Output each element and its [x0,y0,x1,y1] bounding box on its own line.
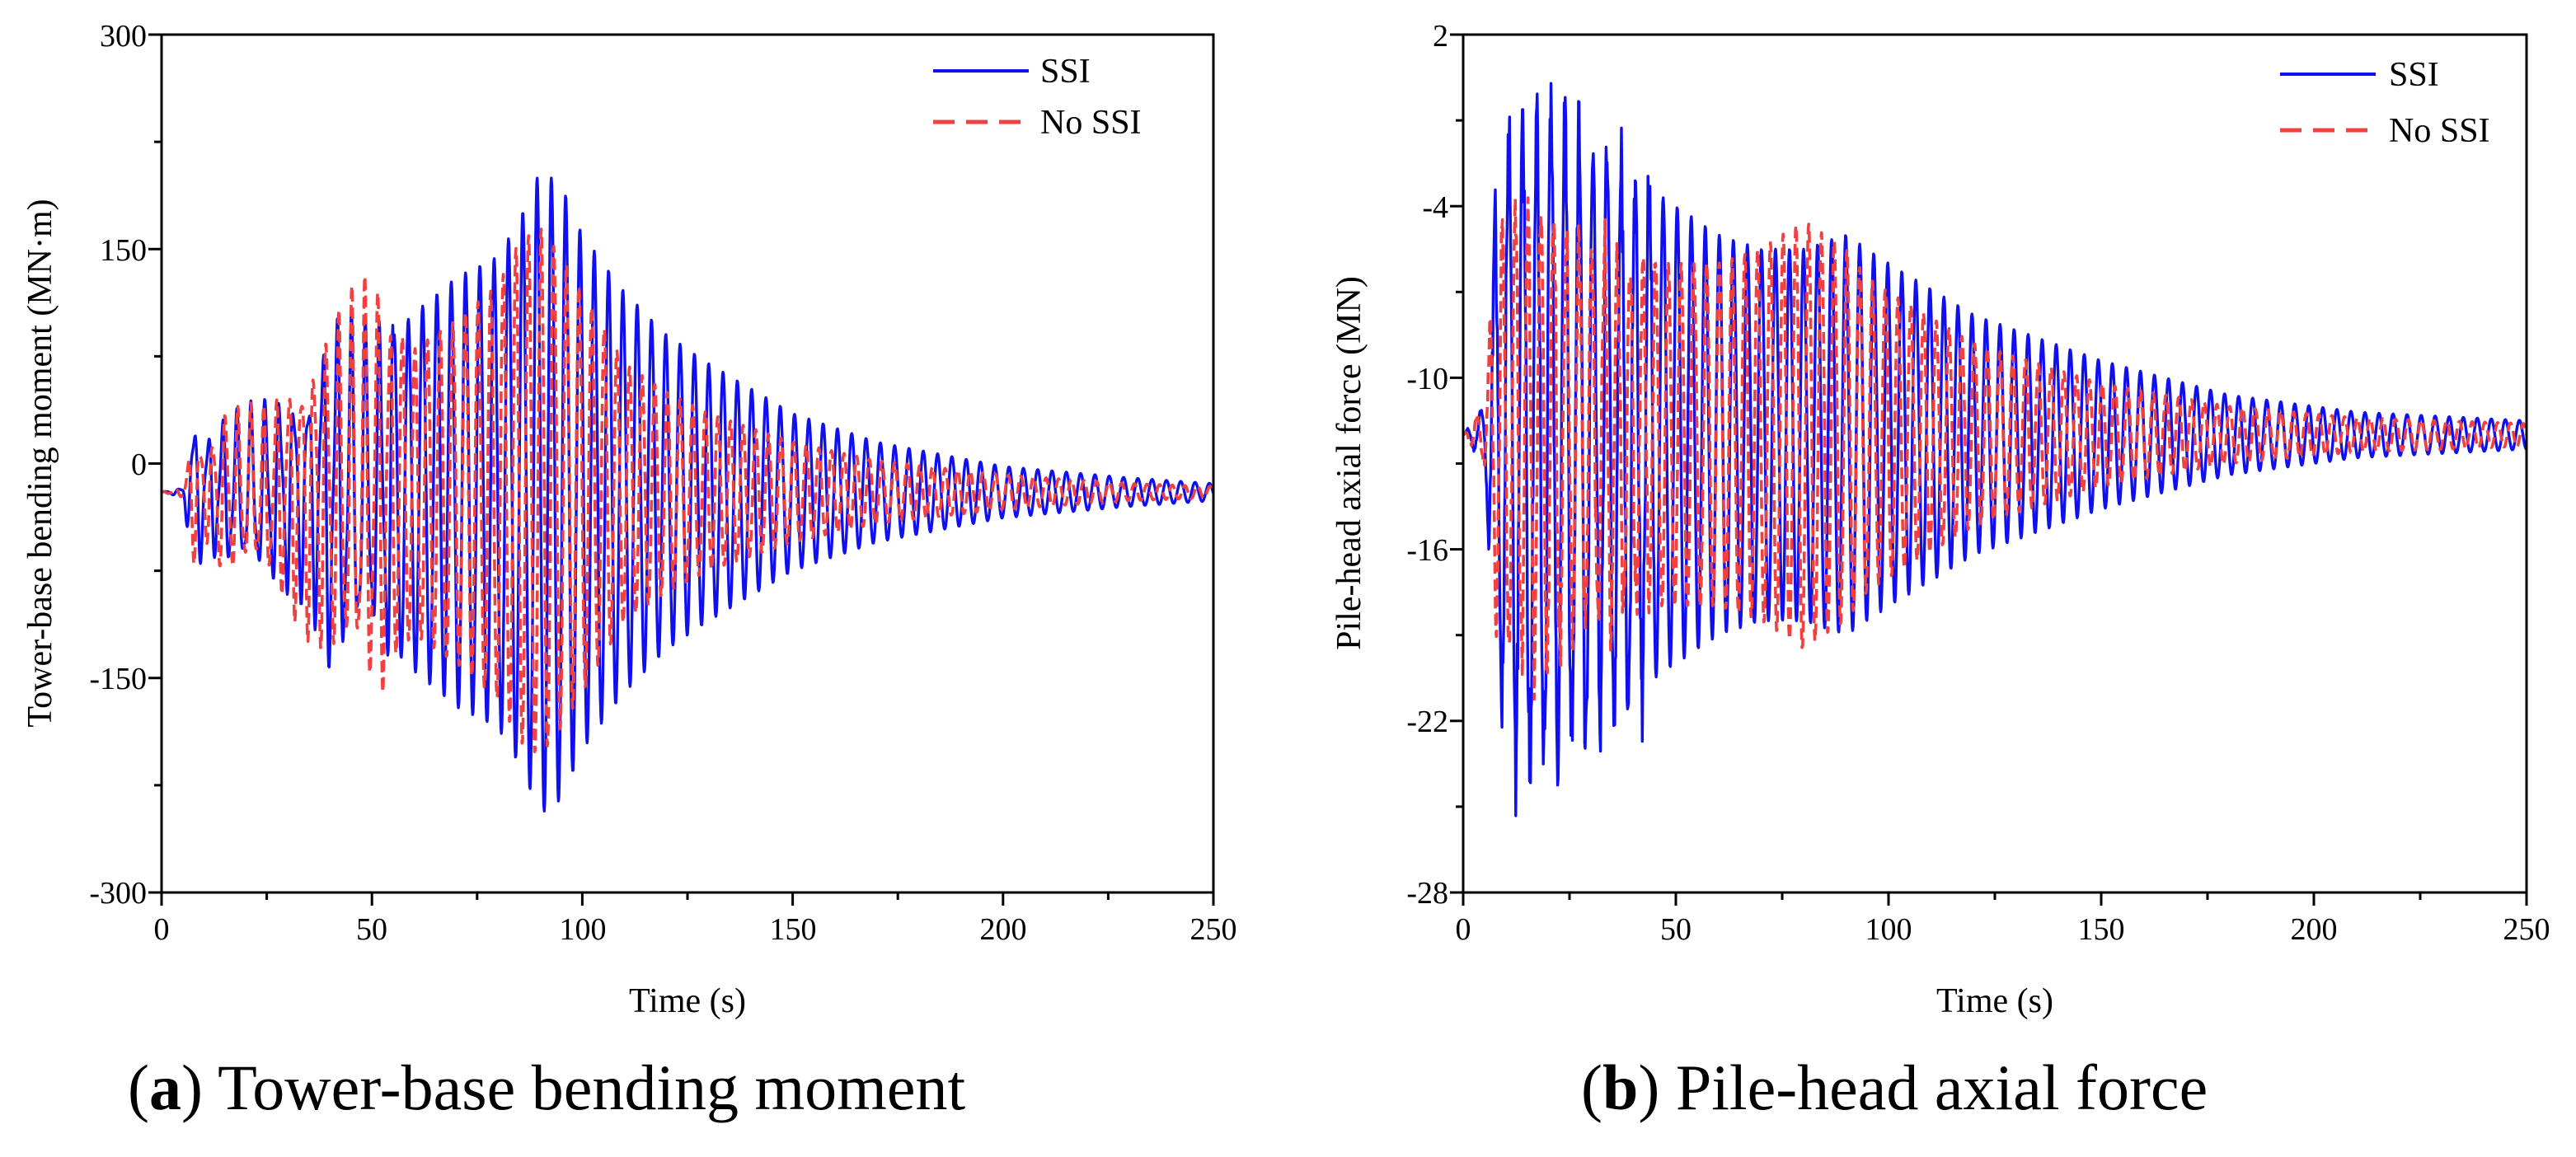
chart-b: 0 50 100 150 200 250 -28 -22 -16 -10 -4 … [1330,19,2550,1020]
chart-a-legend: SSI No SSI [933,53,1142,142]
chart-a-legend-no-ssi-label: No SSI [1040,104,1142,142]
chart-a-series-no-ssi-line [162,227,1213,753]
chart-a-x-tick-label: 250 [1190,912,1237,947]
chart-a-x-tick-label: 200 [980,912,1027,947]
chart-a-y-tick-labels: -300 -150 0 150 300 [89,19,147,911]
caption-b-text: Pile-head axial force [1675,1052,2208,1123]
chart-b-y-tick-labels: -28 -22 -16 -10 -4 2 [1406,19,1448,911]
chart-b-legend: SSI No SSI [2280,56,2490,150]
chart-b-legend-ssi-label: SSI [2389,56,2439,94]
caption-b-letter: b [1602,1052,1639,1123]
chart-b-y-tick-label: -16 [1406,533,1448,568]
chart-a-y-tick-label: 300 [100,19,147,54]
chart-b-x-tick-label: 200 [2291,912,2338,947]
chart-b-x-tick-label: 150 [2078,912,2125,947]
caption-a: (a) Tower-base bending moment [128,1052,966,1123]
chart-a-x-tick-label: 50 [356,912,387,947]
chart-b-x-tick-label: 100 [1865,912,1912,947]
chart-a-y-tick-label: -300 [89,876,147,911]
chart-a: 0 50 100 150 200 250 -300 -150 0 150 300… [21,19,1237,1020]
chart-b-y-tick-label: -4 [1422,190,1448,225]
chart-b-x-tick-label: 50 [1660,912,1692,947]
chart-b-y-tick-label: -28 [1406,876,1448,911]
chart-b-x-tick-labels: 0 50 100 150 200 250 [1456,912,2550,947]
chart-b-series-no-ssi-line [1463,196,2527,701]
chart-a-legend-ssi-label: SSI [1040,53,1091,91]
chart-b-y-tick-label: -10 [1406,362,1448,396]
chart-b-plot-area [1463,82,2527,817]
chart-a-x-tick-label: 150 [770,912,817,947]
chart-a-x-tick-label: 0 [154,912,170,947]
chart-a-x-ticks [160,892,1215,906]
caption-a-text: Tower-base bending moment [218,1052,966,1123]
chart-b-y-tick-label: -22 [1406,705,1448,739]
chart-a-x-axis-label: Time (s) [629,982,746,1020]
chart-b-y-ticks [1450,33,1463,894]
chart-b-y-tick-label: 2 [1433,19,1448,54]
chart-a-y-axis-label: Tower-base bending moment (MN·m) [21,199,59,727]
chart-b-x-tick-label: 250 [2503,912,2550,947]
chart-a-plot-area [162,176,1213,813]
chart-b-y-axis-label: Pile-head axial force (MN) [1330,276,1368,650]
chart-a-y-tick-label: 0 [131,447,147,482]
chart-b-x-axis-label: Time (s) [1936,982,2053,1020]
chart-a-y-ticks [148,33,162,894]
chart-b-x-tick-label: 0 [1456,912,1471,947]
chart-a-x-tick-labels: 0 50 100 150 200 250 [154,912,1237,947]
chart-b-series-ssi-line [1463,82,2527,817]
chart-b-x-ticks [1462,892,2528,906]
chart-b-legend-no-ssi-label: No SSI [2389,112,2490,150]
chart-a-x-tick-label: 100 [560,912,607,947]
caption-b: (b) Pile-head axial force [1581,1052,2208,1123]
caption-a-letter: a [148,1052,181,1123]
chart-a-y-tick-label: 150 [100,233,147,268]
chart-a-y-tick-label: -150 [89,662,147,696]
